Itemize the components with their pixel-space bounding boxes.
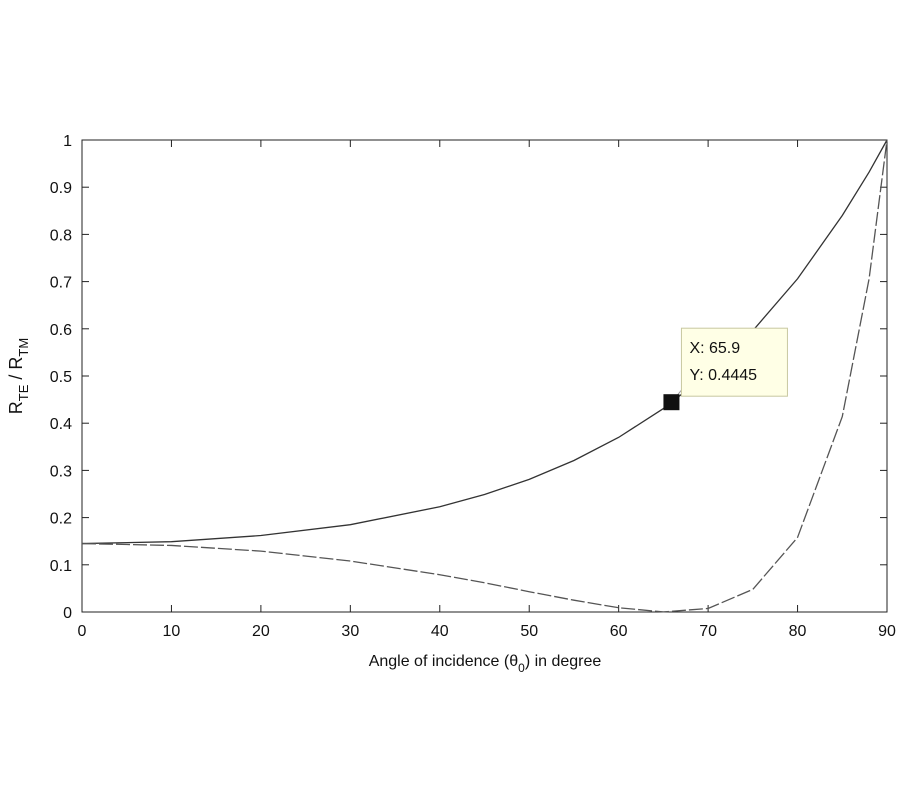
datatip-box bbox=[680, 327, 788, 397]
y-axis-label: RTE / RTM bbox=[6, 338, 31, 414]
y-tick-label: 0.5 bbox=[50, 369, 72, 386]
x-tick-label: 10 bbox=[163, 623, 181, 640]
y-tick-label: 0.9 bbox=[50, 180, 72, 197]
y-tick-label: 1 bbox=[63, 133, 72, 150]
datatip-marker bbox=[663, 394, 680, 411]
x-axis-label: Angle of incidence (θ0) in degree bbox=[369, 653, 602, 675]
y-tick-label: 0.4 bbox=[50, 416, 72, 433]
y-tick-label: 0.1 bbox=[50, 558, 72, 575]
x-tick-label: 90 bbox=[878, 623, 896, 640]
x-tick-label: 20 bbox=[252, 623, 270, 640]
x-tick-label: 30 bbox=[341, 623, 359, 640]
x-label-part: 0 bbox=[518, 661, 525, 675]
datatip-y: Y: 0.4445 bbox=[689, 367, 757, 384]
y-label-part: / R bbox=[6, 357, 26, 385]
x-label-part: θ bbox=[509, 653, 518, 670]
y-tick-label: 0 bbox=[63, 605, 72, 622]
data-line bbox=[81, 139, 888, 545]
y-tick-label: 0.6 bbox=[50, 322, 72, 339]
y-tick-label: 0.7 bbox=[50, 275, 72, 292]
x-tick-label: 40 bbox=[431, 623, 449, 640]
y-label-part: R bbox=[6, 401, 26, 414]
y-label-part: TE bbox=[16, 384, 31, 401]
x-label-part: ) in degree bbox=[525, 653, 602, 670]
x-tick-label: 60 bbox=[610, 623, 628, 640]
x-tick-label: 50 bbox=[520, 623, 538, 640]
x-label-part: Angle of incidence ( bbox=[369, 653, 510, 670]
datatip-x: X: 65.9 bbox=[689, 340, 740, 357]
x-tick-label: 70 bbox=[699, 623, 717, 640]
x-tick-label: 0 bbox=[78, 623, 87, 640]
x-tick-label: 80 bbox=[789, 623, 807, 640]
y-label-part: TM bbox=[16, 338, 31, 357]
y-tick-label: 0.3 bbox=[50, 463, 72, 480]
y-tick-label: 0.8 bbox=[50, 227, 72, 244]
data-line bbox=[81, 139, 888, 613]
y-tick-label: 0.2 bbox=[50, 511, 72, 528]
